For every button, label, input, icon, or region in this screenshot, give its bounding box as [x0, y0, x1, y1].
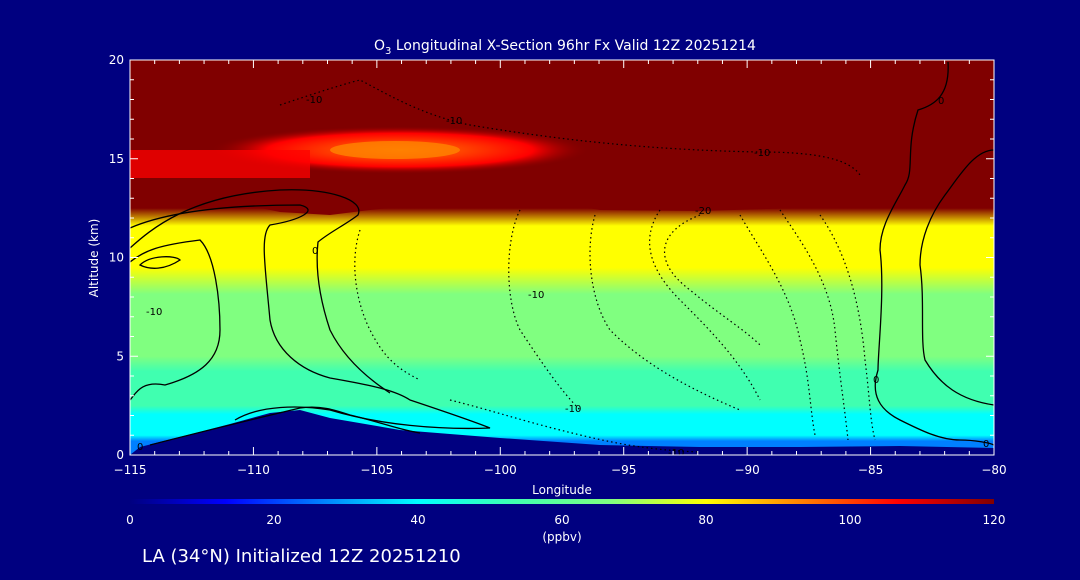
colorbar-tick-label: 60	[554, 513, 569, 527]
contour-label: -10	[754, 148, 770, 159]
contour-label: 0	[938, 96, 944, 107]
x-tick-label: −115	[114, 463, 147, 477]
colorbar-tick-label: 120	[983, 513, 1006, 527]
contour-line-dotted	[663, 214, 761, 346]
contour-label: -10	[146, 307, 162, 318]
contour-label: -10	[306, 95, 322, 106]
contour-label: 0	[983, 439, 989, 450]
x-tick-label: −85	[858, 463, 883, 477]
y-tick-label: 10	[109, 251, 124, 265]
x-tick-label: −90	[734, 463, 759, 477]
x-axis: −115 −110 −105 −100 −95 −90 −85 −80	[114, 60, 1007, 477]
contour-label: 0	[873, 375, 879, 386]
contour-line	[130, 239, 221, 401]
initialized-info: LA (34°N) Initialized 12Z 20251210	[142, 546, 461, 567]
y-tick-label: 0	[116, 448, 124, 462]
contour-label: 0	[137, 442, 143, 453]
colorbar-tick-label: 80	[698, 513, 713, 527]
terrain	[130, 410, 994, 455]
title-prefix: O	[374, 38, 385, 54]
title-subscript: 3	[385, 46, 391, 57]
colorbar-unit: (ppbv)	[542, 530, 581, 544]
contour-line	[130, 204, 491, 430]
y-tick-label: 20	[109, 53, 124, 67]
colorbar-tick-label: 40	[410, 513, 425, 527]
west-band	[130, 150, 310, 178]
contour-line	[130, 189, 391, 394]
contour-line-dotted	[354, 229, 421, 381]
x-tick-label: −80	[981, 463, 1006, 477]
colorbar	[130, 499, 994, 504]
x-tick-label: −105	[360, 463, 393, 477]
chart-title: O3 Longitudinal X-Section 96hr Fx Valid …	[374, 38, 756, 57]
contour-line	[138, 256, 182, 269]
contour-label: -10	[565, 404, 581, 415]
contour-line-dotted	[508, 209, 581, 411]
contour-label: -10	[446, 116, 462, 127]
contour-label: 0	[312, 246, 318, 257]
contour-line-dotted	[589, 214, 741, 411]
colorbar-tick-label: 20	[266, 513, 281, 527]
contour-line	[919, 149, 994, 406]
contour-labels: -10 -10 -10 -20 -10 -10 -10 -10 0 0 0 0 …	[137, 95, 989, 459]
contour-label: -20	[695, 206, 711, 217]
contour-label: -10	[528, 290, 544, 301]
plot-area: -10 -10 -10 -20 -10 -10 -10 -10 0 0 0 0 …	[130, 60, 994, 459]
contour-line	[874, 61, 994, 446]
x-tick-label: −100	[484, 463, 517, 477]
x-tick-label: −95	[611, 463, 636, 477]
y-axis-label: Altitude (km)	[87, 219, 101, 298]
y-axis: 0 5 10 15 20	[109, 53, 994, 462]
colorbar-tick-label: 0	[126, 513, 134, 527]
y-tick-label: 5	[116, 349, 124, 363]
x-tick-label: −110	[237, 463, 270, 477]
y-tick-label: 15	[109, 152, 124, 166]
contour-line-dotted	[819, 214, 876, 441]
ozone-maximum-core	[330, 141, 460, 159]
colorbar-ticks: 0 20 40 60 80 100 120	[126, 513, 1005, 527]
contour-line-dotted	[449, 399, 701, 453]
contour-line-dotted	[279, 79, 861, 176]
colorbar-tick-label: 100	[839, 513, 862, 527]
contour-label: -10	[668, 448, 684, 459]
contour-lines	[130, 61, 994, 453]
x-axis-label: Longitude	[532, 483, 592, 497]
title-rest: Longitudinal X-Section 96hr Fx Valid 12Z…	[391, 38, 756, 54]
contour-line-dotted	[739, 214, 816, 436]
contour-line	[149, 406, 421, 446]
